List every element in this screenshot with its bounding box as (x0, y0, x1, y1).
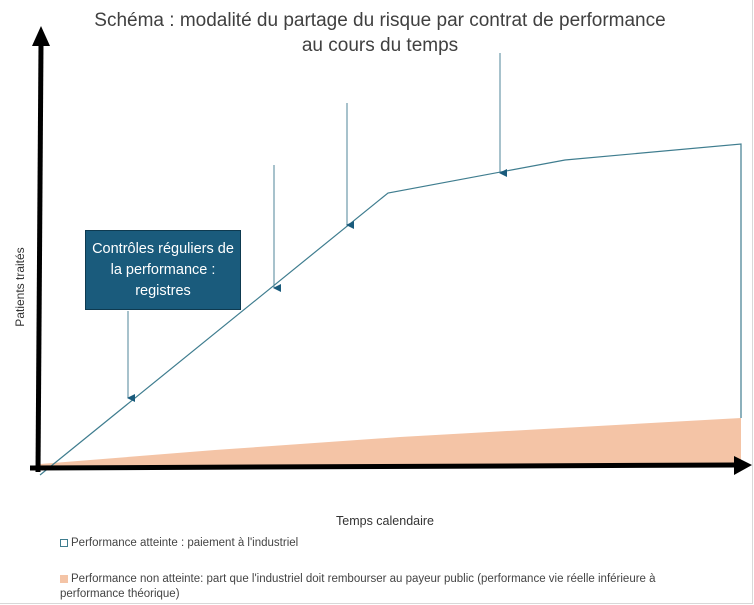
y-axis-arrowhead (32, 26, 50, 46)
y-axis-label: Patients traités (13, 247, 27, 327)
controls-callout-box: Contrôles réguliers de la performance : … (85, 230, 241, 310)
legend-item-unmet: Performance non atteinte: part que l'ind… (60, 572, 720, 602)
legend-swatch-outline (60, 539, 68, 547)
title-line-1: Schéma : modalité du partage du risque p… (94, 10, 666, 31)
x-axis-label: Temps calendaire (336, 514, 434, 528)
performance-curve (39, 143, 742, 476)
legend-label: Performance non atteinte: part que l'ind… (60, 573, 656, 600)
legend-item-met: Performance atteinte : paiement à l'indu… (60, 536, 298, 551)
title-line-2: au cours du temps (301, 35, 459, 56)
x-axis-arrowhead (734, 456, 752, 475)
legend-swatch-filled (60, 575, 68, 583)
y-axis (35, 43, 44, 473)
x-axis (29, 462, 737, 471)
unmet-performance-area (40, 418, 741, 467)
legend-label: Performance atteinte : paiement à l'indu… (71, 537, 299, 549)
